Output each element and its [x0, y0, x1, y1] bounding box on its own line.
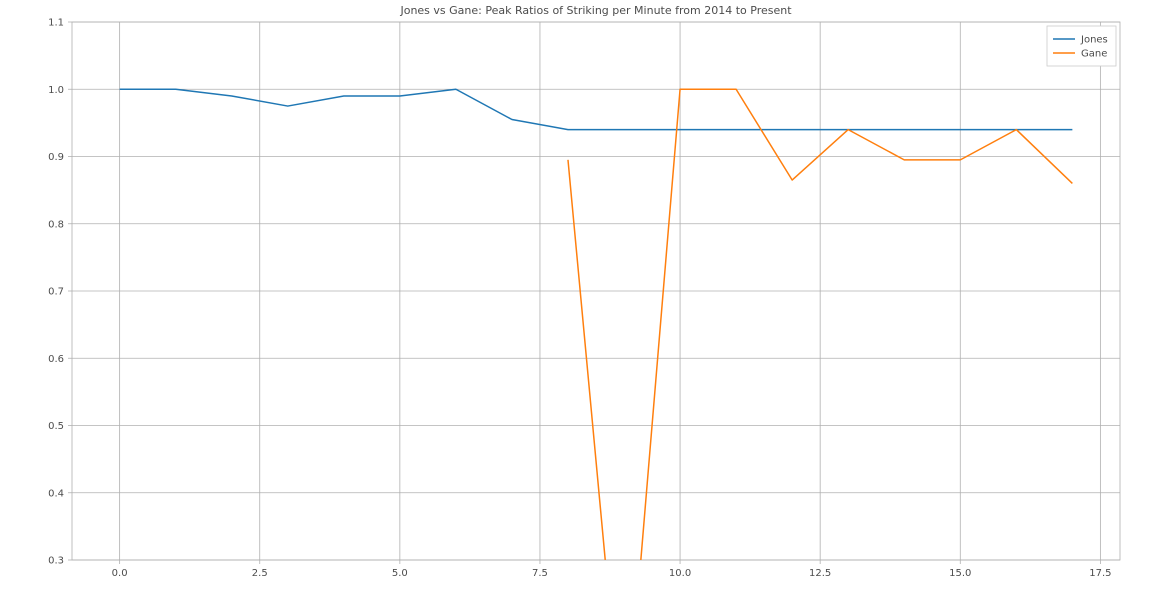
xtick-label: 15.0	[949, 568, 971, 579]
line-chart: 0.0 2.5 5.0 7.5 10.0 12.5 15.0 17.5 0.3 0.4 0.5 0.6…	[0, 0, 1153, 590]
xtick-label: 2.5	[252, 568, 268, 579]
chart-title: Jones vs Gane: Peak Ratios of Striking p…	[399, 4, 792, 17]
xtick-label: 17.5	[1089, 568, 1111, 579]
xtick-label: 12.5	[809, 568, 831, 579]
ytick-label: 0.4	[48, 488, 64, 499]
legend: Jones Gane	[1047, 26, 1116, 66]
xtick-label: 5.0	[392, 568, 408, 579]
ytick-label: 0.3	[48, 556, 64, 567]
ytick-label: 1.0	[48, 85, 64, 96]
ytick-label: 0.7	[48, 287, 64, 298]
ytick-label: 0.6	[48, 354, 64, 365]
xtick-label: 10.0	[669, 568, 691, 579]
legend-frame	[1047, 26, 1116, 66]
legend-label: Gane	[1081, 49, 1107, 60]
xtick-label: 0.0	[112, 568, 128, 579]
ytick-label: 1.1	[48, 18, 64, 29]
ytick-label: 0.9	[48, 152, 64, 163]
chart-container: 0.0 2.5 5.0 7.5 10.0 12.5 15.0 17.5 0.3 0.4 0.5 0.6…	[0, 0, 1153, 590]
ytick-label: 0.5	[48, 421, 64, 432]
legend-label: Jones	[1080, 35, 1108, 46]
ytick-label: 0.8	[48, 219, 64, 230]
xtick-label: 7.5	[532, 568, 548, 579]
